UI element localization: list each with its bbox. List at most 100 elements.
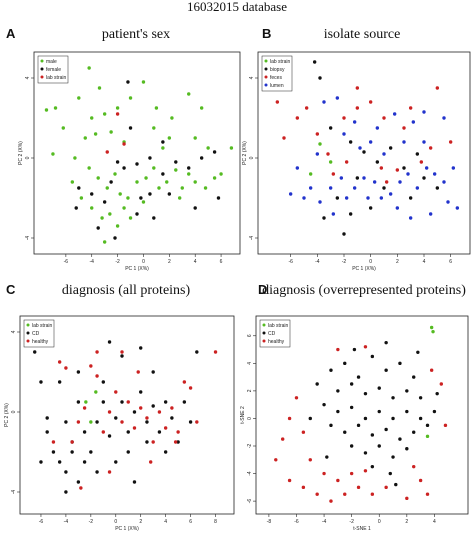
panel-d-data-point bbox=[322, 402, 326, 407]
panel-a-data-point bbox=[77, 186, 81, 190]
panel-a-title: patient's sex bbox=[102, 27, 170, 42]
panel-d-data-point bbox=[425, 434, 430, 439]
panel-a-data-point bbox=[206, 146, 210, 150]
panel-b-data-point bbox=[411, 120, 416, 124]
panel-c-x-tick-label: 2 bbox=[139, 519, 142, 525]
panel-a-data-point bbox=[174, 168, 178, 172]
panel-b-data-point bbox=[415, 186, 420, 190]
panel-c-data-point bbox=[126, 400, 130, 404]
panel-c-data-point bbox=[145, 420, 149, 424]
panel-d-data-point bbox=[349, 382, 354, 386]
panel-c-data-point bbox=[39, 460, 43, 464]
panel-c-data-point bbox=[89, 420, 93, 424]
panel-a-data-point bbox=[90, 206, 94, 210]
panel-a-data-point bbox=[83, 136, 87, 140]
panel-a-data-point bbox=[102, 240, 107, 244]
panel-d-x-tick-label: -8 bbox=[267, 519, 272, 525]
panel-a-y-tick-label: -4 bbox=[25, 236, 31, 241]
panel-a-data-point bbox=[128, 96, 133, 100]
panel-d-legend-marker bbox=[262, 331, 266, 335]
panel-c-data-point bbox=[82, 460, 87, 464]
panel-a-legend-label: lab strain bbox=[46, 75, 67, 81]
panel-c-data-point bbox=[120, 400, 124, 404]
panel-b-data-point bbox=[335, 196, 340, 200]
panel-b-legend-marker bbox=[264, 83, 268, 87]
panel-b-data-point bbox=[322, 100, 326, 104]
panel-b-data-point bbox=[398, 180, 402, 184]
panel-d-y-tick-label: 4 bbox=[247, 362, 253, 365]
panel-a-data-point bbox=[122, 142, 126, 146]
panel-d-data-point bbox=[363, 416, 368, 421]
panel-b-data-point bbox=[408, 106, 413, 110]
panel-a-y-tick-label: 0 bbox=[25, 156, 31, 159]
panel-a-legend-label: male bbox=[46, 59, 57, 65]
panel-a-data-point bbox=[167, 136, 172, 140]
panel-b-data-point bbox=[326, 152, 330, 156]
panel-a-x-axis-label: PC 1 (X%) bbox=[125, 266, 149, 272]
panel-a-data-point bbox=[108, 212, 112, 216]
panel-b-data-point bbox=[455, 206, 460, 210]
panel-b-data-point bbox=[406, 172, 410, 176]
panel-b-x-tick-label: 2 bbox=[396, 259, 399, 265]
panel-d-data-point bbox=[388, 471, 392, 476]
panel-c-data-point bbox=[95, 350, 99, 354]
panel-c-legend-label: healthy bbox=[32, 339, 49, 345]
panel-a-data-point bbox=[105, 186, 109, 190]
panel-a-data-point bbox=[93, 132, 98, 136]
panel-d-data-point bbox=[287, 416, 292, 421]
panel-c-data-point bbox=[57, 380, 62, 384]
panel-b-data-point bbox=[342, 232, 346, 236]
panel-b-data-point bbox=[352, 186, 357, 190]
panel-c-data-point bbox=[57, 360, 62, 364]
panel-a-data-point bbox=[161, 146, 165, 150]
panel-a-x-tick-label: 0 bbox=[142, 259, 145, 265]
panel-b-data-point bbox=[395, 206, 400, 210]
panel-b-legend-label: lab strain bbox=[270, 59, 291, 65]
panel-d-data-point bbox=[418, 396, 423, 400]
panel-b-data-point bbox=[432, 172, 437, 176]
panel-c-legend-label: CD bbox=[32, 331, 40, 337]
panel-d-y-tick-label: 0 bbox=[247, 417, 253, 420]
panel-b-x-tick-label: -6 bbox=[288, 259, 293, 265]
panel-c-data-point bbox=[188, 386, 193, 390]
panel-c-data-point bbox=[89, 364, 93, 368]
panel-c-data-point bbox=[84, 400, 88, 404]
panel-b-data-point bbox=[448, 140, 453, 144]
panel-d-data-point bbox=[412, 464, 416, 469]
panel-d-data-point bbox=[356, 485, 361, 490]
panel-d-x-tick-label: -2 bbox=[349, 519, 354, 525]
panel-d-data-point bbox=[349, 405, 354, 410]
panel-d-data-point bbox=[352, 347, 357, 352]
panel-a-data-point bbox=[115, 106, 120, 110]
panel-c-data-point bbox=[145, 416, 149, 420]
panel-c-legend-marker bbox=[26, 331, 30, 335]
panel-c-data-point bbox=[51, 450, 56, 454]
panel-a-legend-marker bbox=[40, 75, 44, 79]
panel-c-x-tick-label: 6 bbox=[189, 519, 192, 525]
panel-c-data-point bbox=[139, 406, 143, 410]
panel-b-data-point bbox=[415, 152, 420, 156]
panel-c-data-point bbox=[45, 416, 49, 420]
panel-d-data-point bbox=[405, 409, 409, 414]
panel-a-data-point bbox=[128, 126, 133, 130]
panel-a-data-point bbox=[113, 236, 117, 240]
panel-c-data-point bbox=[70, 450, 74, 454]
panel-b-data-point bbox=[402, 166, 406, 170]
panel-a-data-point bbox=[167, 192, 172, 196]
panel-a-data-point bbox=[73, 156, 77, 160]
panel-b-data-point bbox=[442, 180, 446, 184]
panel-c-data-point bbox=[57, 460, 62, 464]
panel-a-data-point bbox=[115, 112, 120, 116]
panel-d-x-axis-label: t-SNE 1 bbox=[353, 526, 371, 532]
panel-a-data-point bbox=[44, 108, 49, 112]
panel-a-data-point bbox=[100, 216, 104, 220]
panel-a-legend-label: female bbox=[46, 67, 61, 73]
panel-c-data-point bbox=[157, 410, 162, 414]
panel-b-data-point bbox=[331, 172, 336, 176]
panel-b-data-point bbox=[382, 116, 386, 120]
panel-d-data-point bbox=[418, 478, 423, 483]
panel-b-y-tick-label: 4 bbox=[249, 76, 255, 79]
panel-c-data-point bbox=[114, 390, 118, 394]
panel-a-data-point bbox=[90, 116, 94, 120]
panel-d-data-point bbox=[336, 389, 340, 393]
